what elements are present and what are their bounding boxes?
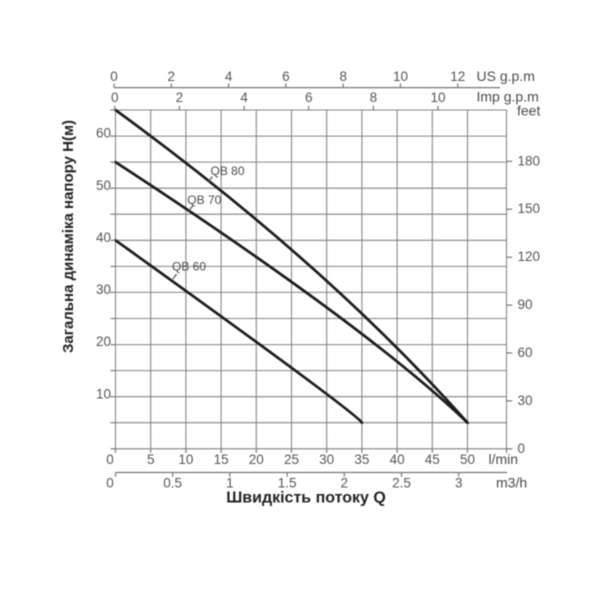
svg-text:50: 50: [96, 178, 111, 193]
svg-text:Загальна динаміка напору Н(м): Загальна динаміка напору Н(м): [60, 120, 77, 353]
svg-text:30: 30: [96, 282, 111, 297]
svg-text:20: 20: [249, 452, 264, 467]
svg-text:3: 3: [455, 476, 463, 491]
svg-text:45: 45: [425, 452, 440, 467]
svg-text:6: 6: [305, 90, 313, 105]
svg-text:1.5: 1.5: [278, 476, 297, 491]
svg-text:35: 35: [354, 452, 369, 467]
svg-text:4: 4: [225, 69, 233, 84]
svg-text:60: 60: [518, 345, 533, 360]
svg-text:50: 50: [460, 452, 475, 467]
svg-text:40: 40: [390, 452, 405, 467]
svg-text:QB 60: QB 60: [172, 260, 206, 274]
svg-text:10: 10: [430, 90, 445, 105]
svg-text:1: 1: [226, 476, 234, 491]
svg-text:20: 20: [96, 334, 111, 349]
svg-text:120: 120: [518, 249, 541, 264]
svg-text:2: 2: [168, 69, 176, 84]
svg-text:8: 8: [370, 90, 378, 105]
svg-text:US g.p.m: US g.p.m: [477, 68, 535, 84]
svg-text:180: 180: [518, 153, 541, 168]
svg-text:0: 0: [106, 476, 114, 491]
svg-text:60: 60: [96, 126, 111, 141]
svg-text:0: 0: [111, 90, 119, 105]
svg-text:m3/h: m3/h: [496, 475, 527, 491]
svg-text:40: 40: [96, 230, 111, 245]
svg-text:0.5: 0.5: [163, 476, 182, 491]
svg-text:90: 90: [518, 297, 533, 312]
svg-text:10: 10: [178, 452, 193, 467]
svg-text:6: 6: [282, 69, 290, 84]
svg-text:25: 25: [284, 452, 299, 467]
svg-text:feet: feet: [517, 103, 540, 119]
svg-text:10: 10: [393, 69, 408, 84]
svg-text:30: 30: [518, 393, 533, 408]
svg-text:Imp g.p.m: Imp g.p.m: [477, 89, 539, 105]
svg-text:0: 0: [106, 452, 114, 467]
svg-text:QB 70: QB 70: [187, 193, 221, 207]
svg-text:0: 0: [110, 69, 118, 84]
svg-text:4: 4: [240, 90, 248, 105]
svg-text:2.5: 2.5: [392, 476, 411, 491]
svg-text:150: 150: [518, 201, 541, 216]
svg-text:15: 15: [214, 452, 229, 467]
svg-text:0: 0: [518, 441, 526, 456]
svg-text:5: 5: [147, 452, 155, 467]
svg-text:8: 8: [339, 69, 347, 84]
svg-text:30: 30: [319, 452, 334, 467]
svg-text:2: 2: [176, 90, 184, 105]
svg-text:Швидкість потоку Q: Швидкість потоку Q: [226, 490, 386, 507]
svg-text:QB 80: QB 80: [210, 164, 244, 178]
svg-text:l/min: l/min: [489, 451, 519, 467]
svg-text:10: 10: [96, 386, 111, 401]
svg-text:12: 12: [450, 69, 465, 84]
svg-text:2: 2: [341, 476, 349, 491]
